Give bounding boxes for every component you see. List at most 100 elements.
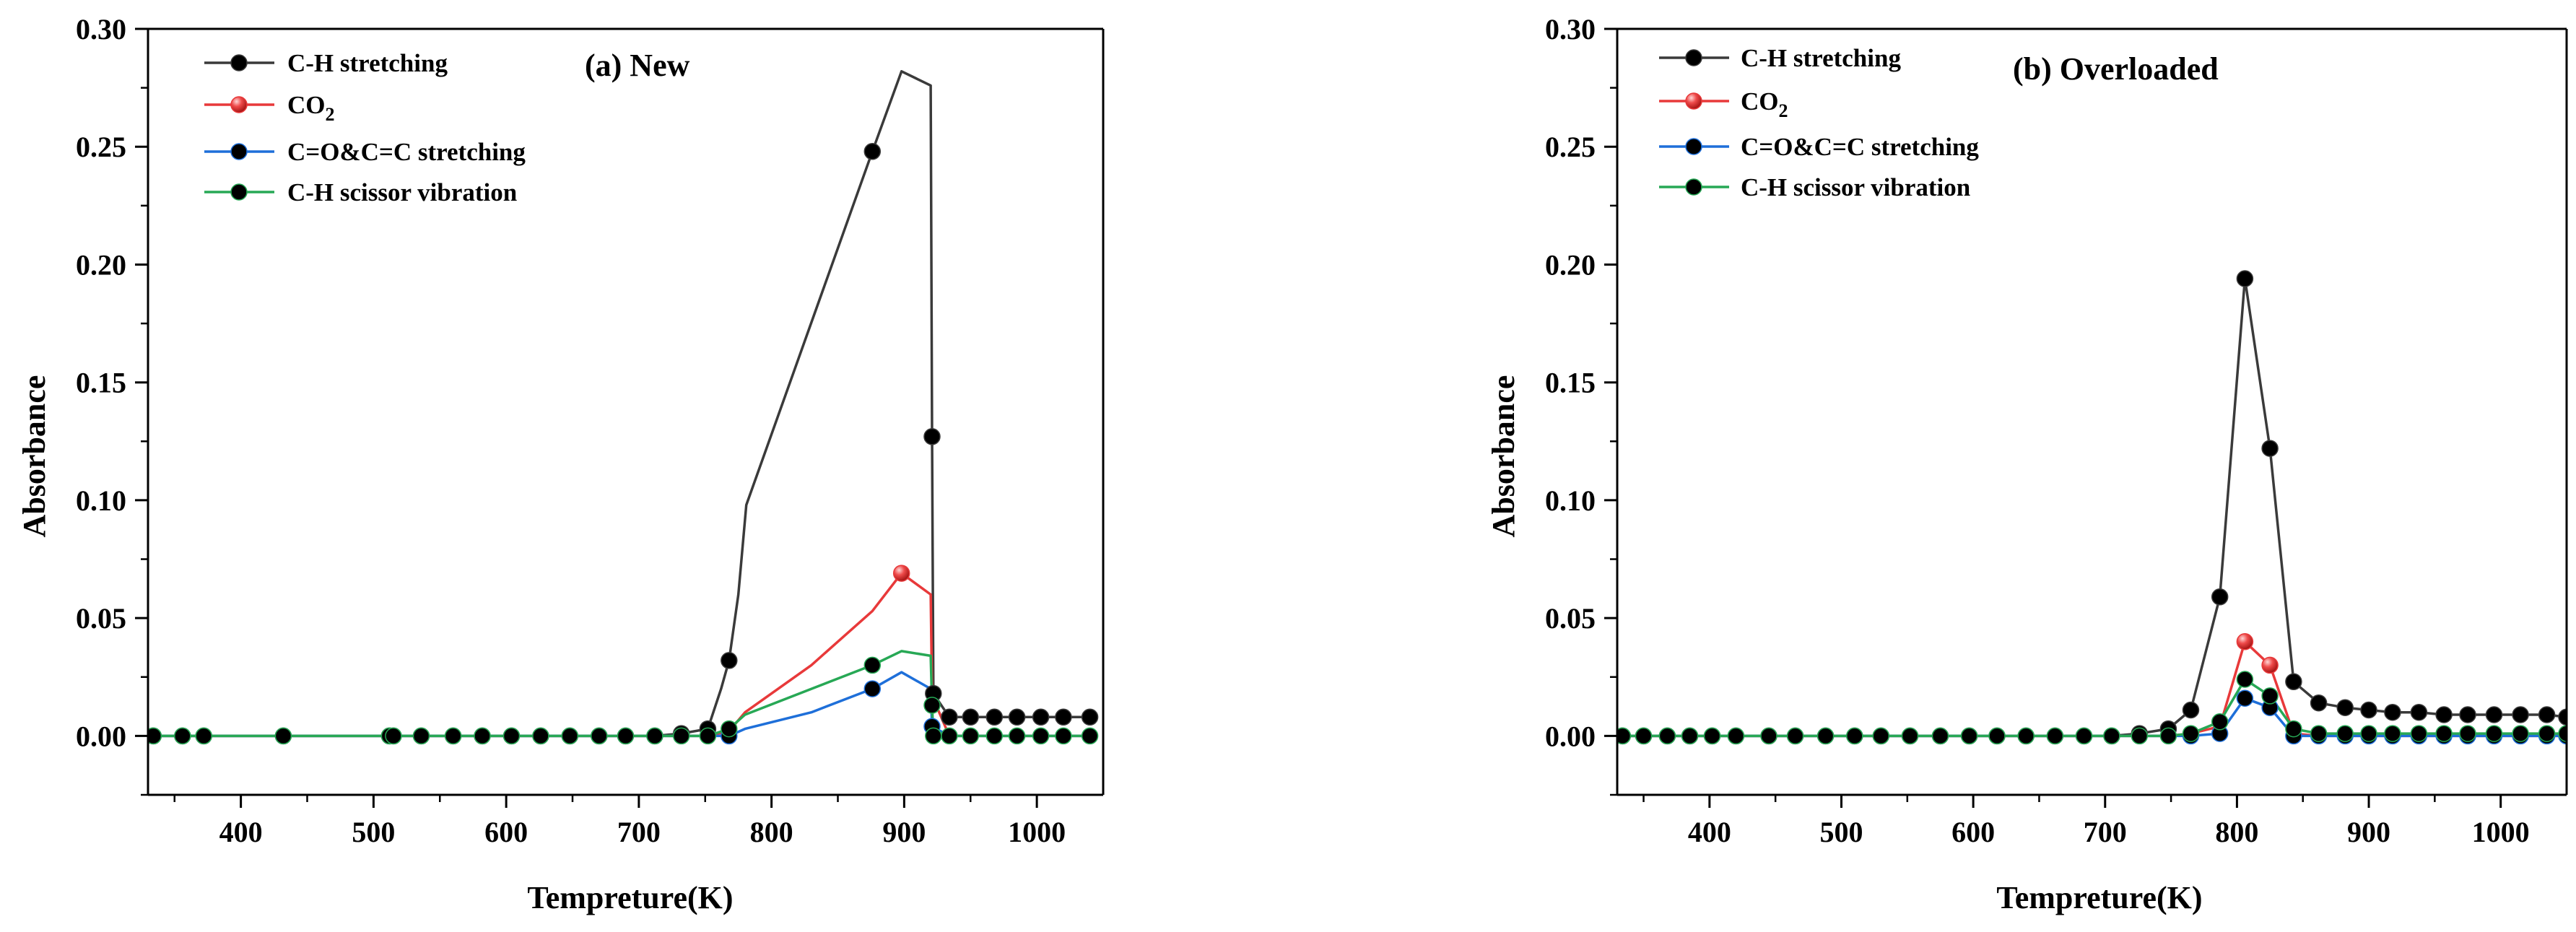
- data-point: [2360, 701, 2377, 719]
- data-point: [2459, 725, 2476, 742]
- x-tick-label: 400: [1688, 816, 1731, 848]
- data-point: [2182, 725, 2200, 742]
- data-point: [863, 656, 882, 674]
- data-point: [863, 143, 882, 160]
- data-point: [1032, 708, 1050, 726]
- data-point: [474, 727, 491, 745]
- y-tick-label: 0.25: [76, 131, 126, 163]
- data-point: [2182, 701, 2200, 719]
- data-point: [2236, 671, 2254, 688]
- x-tick-label: 400: [219, 816, 263, 848]
- data-point: [941, 708, 958, 726]
- data-point: [985, 727, 1004, 745]
- data-point: [444, 727, 462, 745]
- y-tick-label: 0.00: [76, 720, 126, 752]
- axes: 400 500 600 700 800 900 1000 0.00 0.05 0.10 0.15 0.…: [1545, 13, 2568, 848]
- y-tick-label: 0.05: [76, 602, 126, 635]
- data-point: [148, 727, 162, 745]
- y-axis-title: Absorbance: [17, 375, 52, 538]
- data-point: [2261, 440, 2279, 457]
- data-point: [985, 708, 1004, 726]
- data-point: [2410, 725, 2428, 742]
- data-point: [2211, 588, 2229, 606]
- legend: C-H stretching CO2 C=O&C=C stretching C-…: [1659, 44, 1979, 201]
- x-tick-label: 700: [617, 816, 661, 848]
- data-point: [2103, 727, 2120, 745]
- data-point: [2538, 725, 2556, 742]
- axes: 400 500 600 700 800 900 1000 0.00 0.05 0.10 0.15 0.…: [76, 13, 1105, 848]
- data-point: [1727, 727, 1745, 745]
- x-tick-label: 800: [2215, 816, 2258, 848]
- x-axis-title: Tempreture(K): [1996, 880, 2202, 915]
- data-point: [1846, 727, 1863, 745]
- x-tick-label: 500: [352, 816, 395, 848]
- legend-label: C=O&C=C stretching: [287, 138, 526, 166]
- data-point: [2211, 713, 2229, 731]
- data-point: [174, 727, 191, 745]
- plot-area: [148, 70, 1099, 745]
- y-tick-label: 0.30: [76, 13, 126, 45]
- data-point: [274, 727, 292, 745]
- legend-marker: [230, 143, 248, 160]
- x-tick-label: 700: [2084, 816, 2127, 848]
- data-point: [646, 727, 663, 745]
- data-point: [699, 727, 717, 745]
- chart-panel-new: (a) New Tempreture(K) Absorbance C-H str…: [17, 13, 1105, 915]
- data-point: [1055, 727, 1072, 745]
- data-point: [2538, 706, 2556, 723]
- legend-label: C=O&C=C stretching: [1741, 133, 1979, 161]
- legend-marker: [230, 183, 248, 201]
- data-point: [2236, 633, 2254, 650]
- data-point: [2459, 706, 2476, 723]
- series-line: [1622, 277, 2567, 738]
- data-point: [2512, 706, 2529, 723]
- data-point: [721, 720, 738, 738]
- data-point: [502, 727, 521, 745]
- data-point: [2485, 706, 2503, 723]
- data-point: [2310, 694, 2328, 712]
- data-point: [1760, 727, 1777, 745]
- data-point: [617, 727, 635, 745]
- legend-entry-co-cc-stretching: C=O&C=C stretching: [1659, 133, 1979, 161]
- legend-marker: [1685, 49, 1702, 66]
- legend-marker: [1685, 92, 1702, 110]
- y-tick-label: 0.10: [76, 484, 126, 517]
- y-tick-label: 0.15: [1545, 367, 1596, 399]
- data-point: [1081, 708, 1099, 726]
- data-point: [2261, 687, 2279, 705]
- y-tick-label: 0.00: [1545, 720, 1596, 752]
- legend-entry-ch-stretching: C-H stretching: [1659, 44, 1901, 72]
- data-point: [195, 727, 212, 745]
- legend-marker: [230, 54, 248, 71]
- legend-entry-co-cc-stretching: C=O&C=C stretching: [204, 138, 526, 166]
- legend-label: C-H stretching: [1741, 44, 1901, 72]
- data-point: [1988, 727, 2006, 745]
- legend-label: CO2: [287, 91, 335, 125]
- legend: C-H stretching CO2 C=O&C=C stretching C-…: [204, 49, 526, 206]
- y-tick-label: 0.10: [1545, 484, 1596, 517]
- data-point: [2485, 725, 2503, 742]
- data-point: [2410, 703, 2428, 721]
- data-point: [923, 697, 941, 714]
- legend-marker: [1685, 178, 1702, 196]
- legend-label: C-H scissor vibration: [1741, 173, 1970, 201]
- y-tick-label: 0.25: [1545, 131, 1596, 163]
- x-tick-label: 900: [882, 816, 926, 848]
- data-point: [2075, 727, 2093, 745]
- data-point: [2336, 725, 2354, 742]
- data-point: [1032, 727, 1050, 745]
- data-point: [1081, 727, 1099, 745]
- y-tick-label: 0.20: [76, 248, 126, 281]
- y-tick-label: 0.30: [1545, 13, 1596, 45]
- data-point: [2384, 725, 2401, 742]
- data-point: [2435, 706, 2453, 723]
- data-point: [2236, 689, 2254, 707]
- legend-entry-co2: CO2: [1659, 87, 1788, 121]
- x-tick-label: 1000: [1008, 816, 1066, 848]
- data-point: [1703, 727, 1721, 745]
- data-point: [591, 727, 608, 745]
- data-point: [2558, 708, 2567, 726]
- legend-label: C-H scissor vibration: [287, 178, 517, 206]
- x-tick-label: 1000: [2472, 816, 2530, 848]
- data-point: [1617, 727, 1632, 745]
